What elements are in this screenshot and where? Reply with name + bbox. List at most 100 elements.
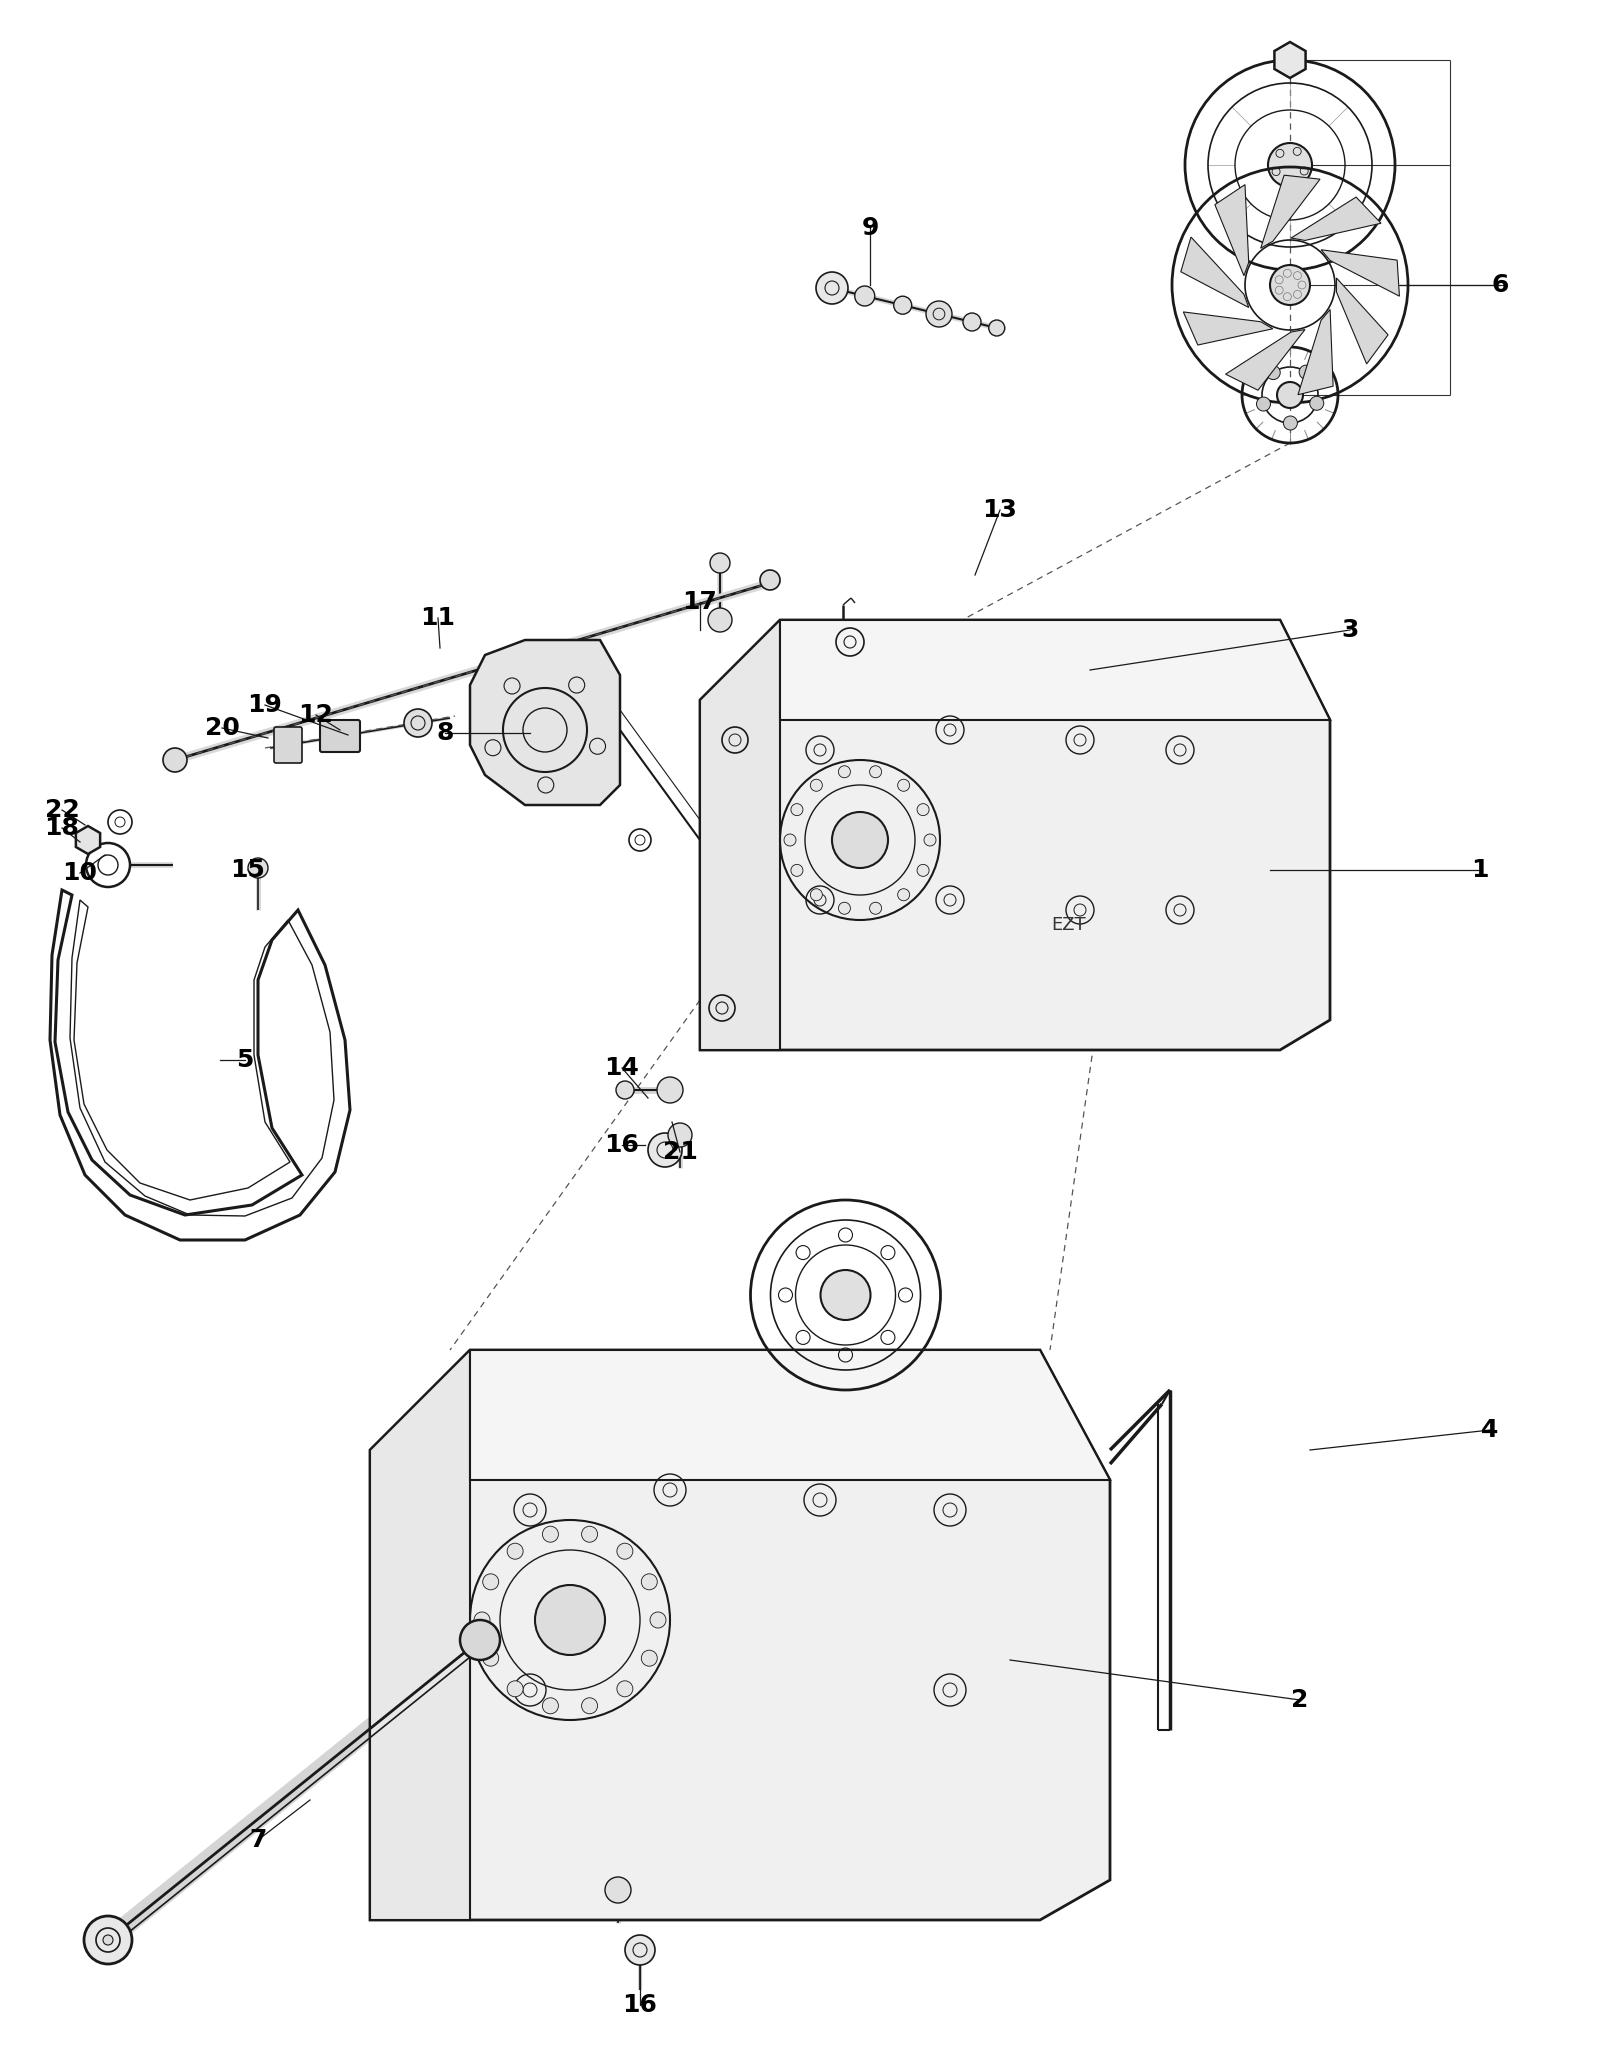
Text: 21: 21 (662, 1141, 698, 1163)
Text: 16: 16 (605, 1132, 640, 1157)
Circle shape (648, 1132, 682, 1167)
Circle shape (542, 1527, 558, 1541)
Circle shape (542, 1697, 558, 1714)
Circle shape (1256, 397, 1270, 411)
Polygon shape (701, 621, 781, 1050)
Circle shape (85, 1915, 133, 1965)
Circle shape (989, 321, 1005, 337)
Circle shape (816, 271, 848, 304)
Circle shape (790, 865, 803, 875)
Circle shape (917, 804, 930, 816)
Circle shape (925, 834, 936, 847)
Text: 22: 22 (45, 797, 80, 822)
Circle shape (869, 902, 882, 914)
Circle shape (163, 748, 187, 773)
Circle shape (709, 608, 733, 633)
Polygon shape (1298, 310, 1333, 395)
Text: 20: 20 (205, 715, 240, 740)
Text: 11: 11 (421, 606, 456, 631)
Text: 6: 6 (1491, 273, 1509, 298)
Circle shape (474, 1611, 490, 1628)
Circle shape (618, 1543, 634, 1560)
Circle shape (917, 865, 930, 875)
Circle shape (869, 767, 882, 777)
Circle shape (534, 1584, 605, 1654)
Text: 4: 4 (1482, 1418, 1499, 1443)
Text: 12: 12 (299, 703, 333, 727)
Circle shape (1270, 265, 1310, 304)
Circle shape (810, 888, 822, 900)
Text: 18: 18 (45, 816, 80, 840)
Circle shape (1267, 144, 1312, 187)
Circle shape (507, 1681, 523, 1697)
Polygon shape (75, 826, 101, 855)
Polygon shape (370, 1350, 1110, 1919)
Text: EZT: EZT (1051, 917, 1086, 935)
Circle shape (405, 709, 432, 738)
Polygon shape (1291, 197, 1381, 240)
Circle shape (963, 312, 981, 331)
Circle shape (483, 1574, 499, 1591)
Circle shape (898, 888, 910, 900)
Circle shape (790, 804, 803, 816)
Circle shape (642, 1650, 658, 1667)
Circle shape (838, 902, 851, 914)
Circle shape (898, 779, 910, 791)
Text: 17: 17 (683, 590, 717, 614)
Text: 1: 1 (1472, 859, 1488, 882)
Polygon shape (781, 621, 1330, 719)
Text: 10: 10 (62, 861, 98, 886)
Circle shape (581, 1527, 597, 1541)
Text: 15: 15 (230, 859, 266, 882)
Circle shape (894, 296, 912, 314)
Circle shape (854, 286, 875, 306)
Polygon shape (1275, 41, 1306, 78)
FancyBboxPatch shape (274, 727, 302, 762)
Circle shape (1310, 397, 1323, 411)
Text: 5: 5 (237, 1048, 254, 1073)
Circle shape (461, 1619, 501, 1660)
Circle shape (650, 1611, 666, 1628)
Circle shape (507, 1543, 523, 1560)
Polygon shape (701, 621, 1330, 1050)
Circle shape (642, 1574, 658, 1591)
Circle shape (710, 553, 730, 573)
Circle shape (102, 1936, 114, 1944)
Circle shape (605, 1876, 630, 1903)
Circle shape (784, 834, 797, 847)
Polygon shape (1181, 236, 1248, 308)
Text: 8: 8 (437, 721, 454, 746)
Text: 19: 19 (248, 693, 283, 717)
Text: 13: 13 (982, 497, 1018, 522)
Polygon shape (370, 1350, 470, 1919)
Polygon shape (1226, 329, 1306, 390)
Polygon shape (1214, 185, 1248, 275)
Polygon shape (1336, 277, 1389, 364)
Circle shape (1299, 366, 1314, 378)
Circle shape (626, 1936, 654, 1965)
Circle shape (832, 812, 888, 867)
Circle shape (658, 1077, 683, 1104)
Text: 3: 3 (1341, 619, 1358, 641)
Circle shape (1266, 366, 1280, 380)
Polygon shape (470, 639, 621, 806)
Text: 9: 9 (861, 216, 878, 240)
Circle shape (618, 1681, 634, 1697)
Circle shape (1277, 382, 1302, 409)
Text: 2: 2 (1291, 1687, 1309, 1712)
Circle shape (760, 569, 781, 590)
FancyBboxPatch shape (320, 719, 360, 752)
Circle shape (669, 1122, 693, 1147)
Polygon shape (1261, 175, 1320, 249)
Circle shape (709, 995, 734, 1021)
Text: 7: 7 (250, 1829, 267, 1852)
Polygon shape (1322, 251, 1400, 296)
Polygon shape (1184, 312, 1274, 345)
Circle shape (483, 1650, 499, 1667)
Text: 16: 16 (622, 1993, 658, 2018)
Polygon shape (470, 1350, 1110, 1480)
Circle shape (248, 859, 269, 877)
Circle shape (581, 1697, 597, 1714)
Circle shape (926, 300, 952, 327)
Circle shape (810, 779, 822, 791)
